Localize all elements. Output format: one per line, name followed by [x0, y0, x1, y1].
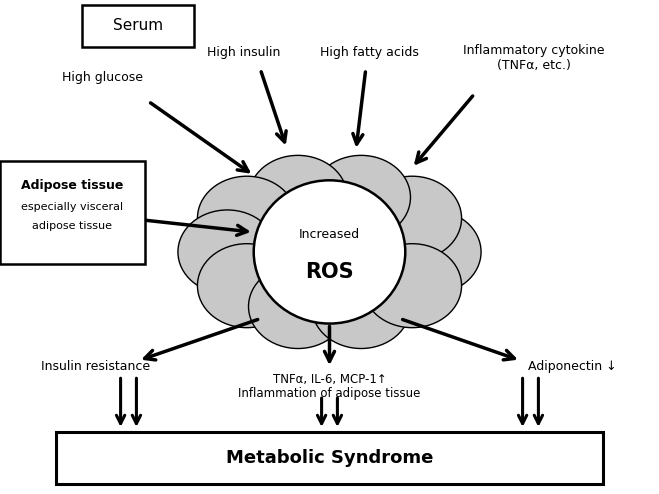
Text: especially visceral: especially visceral [22, 203, 123, 212]
Ellipse shape [198, 244, 297, 328]
Ellipse shape [312, 155, 411, 239]
Text: TNFα, IL-6, MCP-1↑: TNFα, IL-6, MCP-1↑ [273, 373, 386, 386]
FancyBboxPatch shape [56, 432, 603, 484]
Ellipse shape [382, 210, 481, 294]
Text: Adiponectin ↓: Adiponectin ↓ [528, 360, 616, 373]
Ellipse shape [248, 265, 347, 349]
Text: Insulin resistance: Insulin resistance [41, 360, 150, 373]
Ellipse shape [198, 176, 297, 260]
FancyBboxPatch shape [0, 161, 145, 264]
FancyBboxPatch shape [82, 5, 194, 47]
Text: Increased: Increased [299, 228, 360, 241]
Text: Metabolic Syndrome: Metabolic Syndrome [226, 449, 433, 467]
Text: adipose tissue: adipose tissue [32, 221, 113, 231]
Text: Inflammatory cytokine
(TNFα, etc.): Inflammatory cytokine (TNFα, etc.) [463, 43, 604, 72]
Ellipse shape [248, 155, 347, 239]
Text: Adipose tissue: Adipose tissue [21, 179, 124, 192]
Text: High glucose: High glucose [62, 71, 142, 84]
Ellipse shape [362, 244, 461, 328]
Ellipse shape [362, 176, 461, 260]
Ellipse shape [178, 210, 277, 294]
Text: ROS: ROS [305, 262, 354, 282]
Text: Inflammation of adipose tissue: Inflammation of adipose tissue [239, 387, 420, 400]
Text: High insulin: High insulin [207, 46, 281, 59]
Text: High fatty acids: High fatty acids [320, 46, 418, 59]
Ellipse shape [254, 180, 405, 324]
Text: Serum: Serum [113, 18, 163, 34]
Ellipse shape [312, 265, 411, 349]
